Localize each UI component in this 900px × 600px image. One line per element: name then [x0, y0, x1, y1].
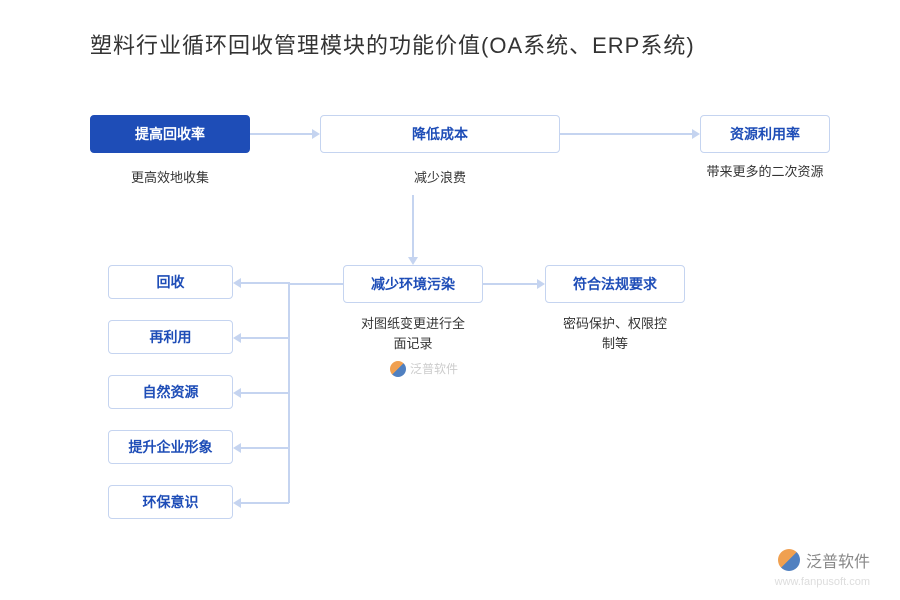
- watermark-bottom-text: 泛普软件: [806, 548, 870, 572]
- edge-line: [560, 133, 692, 135]
- desc-resource-usage: 带来更多的二次资源: [705, 162, 825, 182]
- desc-reduce-pollution: 对图纸变更进行全面记录: [358, 314, 468, 353]
- edge-line: [412, 195, 414, 257]
- arrow-left-icon: [233, 388, 241, 398]
- arrow-right-icon: [537, 279, 545, 289]
- edge-line: [241, 447, 289, 449]
- arrow-left-icon: [233, 278, 241, 288]
- node-improve-recycle-rate: 提高回收率: [90, 115, 250, 153]
- watermark-center: 泛普软件: [390, 360, 458, 377]
- edge-line: [241, 282, 289, 284]
- desc-compliance: 密码保护、权限控制等: [560, 314, 670, 353]
- page-title: 塑料行业循环回收管理模块的功能价值(OA系统、ERP系统): [90, 28, 695, 60]
- arrow-right-icon: [692, 129, 700, 139]
- node-resource-usage: 资源利用率: [700, 115, 830, 153]
- edge-line: [241, 337, 289, 339]
- edge-line: [483, 283, 537, 285]
- arrow-right-icon: [312, 129, 320, 139]
- edge-line: [241, 392, 289, 394]
- watermark-text: 泛普软件: [410, 360, 458, 377]
- arrow-left-icon: [233, 333, 241, 343]
- node-recycle: 回收: [108, 265, 233, 299]
- logo-icon: [778, 549, 800, 571]
- desc-reduce-cost: 减少浪费: [410, 168, 470, 188]
- arrow-left-icon: [233, 443, 241, 453]
- arrow-left-icon: [233, 498, 241, 508]
- node-reduce-cost: 降低成本: [320, 115, 560, 153]
- edge-line: [250, 133, 312, 135]
- watermark-url: www.fanpusoft.com: [775, 576, 870, 588]
- edge-line: [288, 283, 343, 285]
- node-compliance: 符合法规要求: [545, 265, 685, 303]
- logo-icon: [390, 361, 406, 377]
- watermark-bottom: 泛普软件: [778, 548, 870, 572]
- node-reuse: 再利用: [108, 320, 233, 354]
- node-reduce-pollution: 减少环境污染: [343, 265, 483, 303]
- edge-line: [241, 502, 289, 504]
- node-eco-awareness: 环保意识: [108, 485, 233, 519]
- desc-improve-recycle: 更高效地收集: [120, 168, 220, 188]
- arrow-down-icon: [408, 257, 418, 265]
- node-natural-resource: 自然资源: [108, 375, 233, 409]
- node-corporate-image: 提升企业形象: [108, 430, 233, 464]
